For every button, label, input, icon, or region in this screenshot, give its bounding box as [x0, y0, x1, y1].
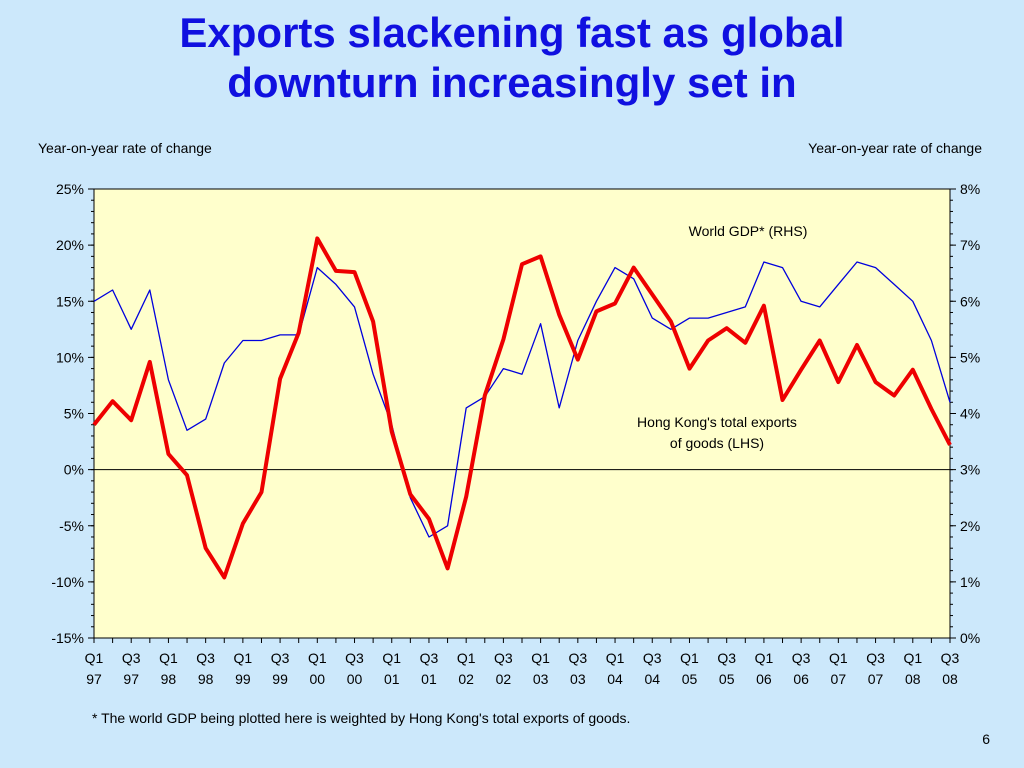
x-tick-label-year: 97: [123, 671, 139, 687]
x-tick-label-quarter: Q3: [494, 650, 513, 666]
x-tick-label-quarter: Q1: [680, 650, 699, 666]
x-tick-label-quarter: Q3: [420, 650, 439, 666]
slide-title-line-2: downturn increasingly set in: [227, 59, 797, 106]
x-tick-label-year: 02: [496, 671, 512, 687]
x-tick-label-year: 99: [272, 671, 288, 687]
x-tick-label-year: 97: [86, 671, 102, 687]
x-tick-label-year: 00: [310, 671, 326, 687]
x-tick-label-quarter: Q3: [643, 650, 662, 666]
world-gdp-annotation: World GDP* (RHS): [689, 223, 808, 239]
x-tick-label-year: 07: [831, 671, 847, 687]
x-tick-label-year: 08: [905, 671, 921, 687]
footnote: * The world GDP being plotted here is we…: [92, 710, 631, 726]
y-right-tick-label: 0%: [960, 630, 980, 646]
y-left-tick-label: 15%: [56, 293, 84, 309]
x-tick-label-year: 98: [198, 671, 214, 687]
y-right-tick-label: 2%: [960, 518, 980, 534]
x-tick-label-quarter: Q1: [531, 650, 550, 666]
y-left-tick-label: -5%: [59, 518, 84, 534]
x-tick-label-quarter: Q1: [382, 650, 401, 666]
x-tick-label-quarter: Q3: [717, 650, 736, 666]
x-tick-label-quarter: Q3: [866, 650, 885, 666]
plot-area: [93, 188, 951, 639]
x-tick-label-year: 01: [384, 671, 400, 687]
x-tick-label-year: 01: [421, 671, 437, 687]
axis-ticks: [88, 188, 956, 643]
x-tick-label-year: 99: [235, 671, 251, 687]
y-left-tick-label: 25%: [56, 181, 84, 197]
series-lines: [92, 236, 952, 580]
x-tick-label-quarter: Q1: [308, 650, 327, 666]
x-tick-label-quarter: Q3: [271, 650, 290, 666]
x-tick-label-year: 07: [868, 671, 884, 687]
right-axis-title: Year-on-year rate of change: [808, 140, 982, 156]
hk-exports-annotation-line-1: Hong Kong's total exports: [637, 414, 797, 430]
x-tick-label-year: 06: [793, 671, 809, 687]
y-left-tick-label: 10%: [56, 349, 84, 365]
x-tick-label-quarter: Q1: [829, 650, 848, 666]
world-gdp-line: [93, 261, 951, 538]
y-left-tick-label: -10%: [51, 574, 84, 590]
x-tick-label-quarter: Q1: [234, 650, 253, 666]
x-tick-label-year: 03: [533, 671, 549, 687]
x-tick-label-year: 06: [756, 671, 772, 687]
x-tick-label-year: 05: [682, 671, 698, 687]
x-tick-label-quarter: Q3: [568, 650, 587, 666]
x-tick-label-quarter: Q3: [941, 650, 960, 666]
x-tick-label-year: 03: [570, 671, 586, 687]
x-tick-label-year: 98: [161, 671, 177, 687]
hk-exports-annotation-line-2: of goods (LHS): [670, 435, 764, 451]
x-tick-label-year: 08: [942, 671, 958, 687]
x-tick-label-quarter: Q1: [85, 650, 104, 666]
x-tick-label-quarter: Q1: [606, 650, 625, 666]
x-tick-label-quarter: Q1: [755, 650, 774, 666]
y-right-tick-label: 6%: [960, 293, 980, 309]
y-left-tick-label: 0%: [64, 462, 84, 478]
x-tick-label-year: 04: [644, 671, 660, 687]
tick-labels: -15% -10% -5% 0% 5% 10% 15% 20% 25% 0% 1% 2% 3% 4% 5% 6…: [51, 181, 980, 687]
hk-exports-line: [92, 236, 952, 580]
x-tick-label-quarter: Q3: [122, 650, 141, 666]
y-right-tick-label: 1%: [960, 574, 980, 590]
x-tick-label-quarter: Q3: [196, 650, 215, 666]
y-right-tick-label: 7%: [960, 237, 980, 253]
y-right-tick-label: 8%: [960, 181, 980, 197]
x-tick-label-quarter: Q3: [792, 650, 811, 666]
page-number: 6: [982, 731, 990, 747]
x-tick-label-quarter: Q1: [159, 650, 178, 666]
x-tick-label-year: 05: [719, 671, 735, 687]
x-tick-label-year: 00: [347, 671, 363, 687]
y-right-tick-label: 5%: [960, 349, 980, 365]
x-tick-label-quarter: Q1: [903, 650, 922, 666]
slide-title-line-1: Exports slackening fast as global: [179, 9, 845, 56]
x-tick-label-year: 04: [607, 671, 623, 687]
y-left-tick-label: -15%: [51, 630, 84, 646]
left-axis-title: Year-on-year rate of change: [38, 140, 212, 156]
y-right-tick-label: 4%: [960, 406, 980, 422]
x-tick-label-year: 02: [458, 671, 474, 687]
y-right-tick-label: 3%: [960, 462, 980, 478]
x-tick-label-quarter: Q1: [457, 650, 476, 666]
x-tick-label-quarter: Q3: [345, 650, 364, 666]
y-left-tick-label: 5%: [64, 406, 84, 422]
slide-title: Exports slackening fast as global downtu…: [0, 8, 1024, 108]
y-left-tick-label: 20%: [56, 237, 84, 253]
